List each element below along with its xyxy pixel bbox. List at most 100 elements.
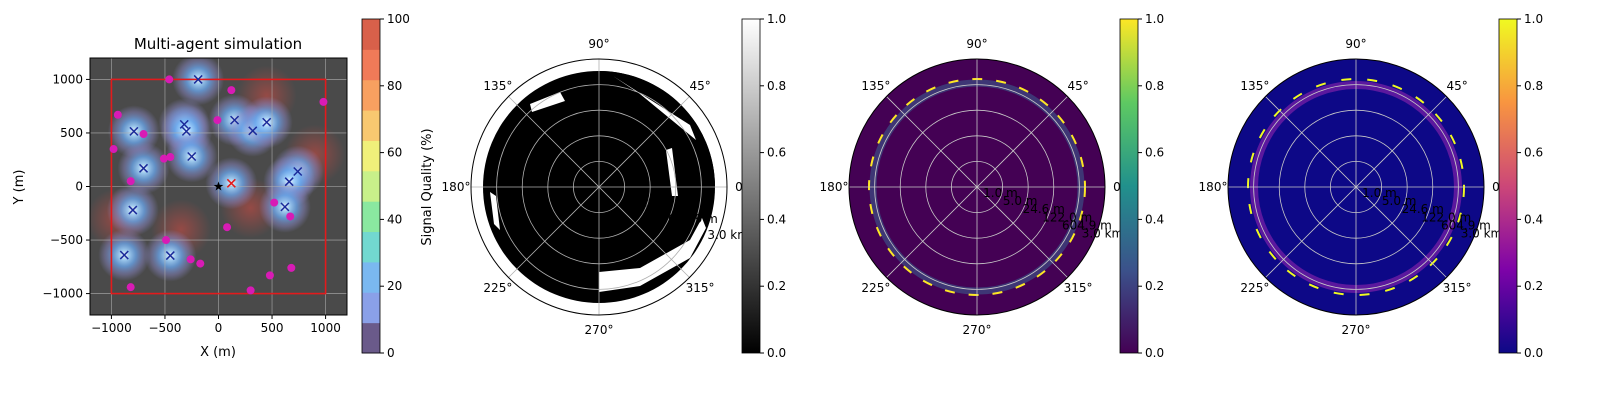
colorbar-level (362, 19, 380, 50)
agent-marker (129, 126, 139, 136)
target-point (109, 145, 118, 154)
y-tick-label: 1000 (52, 72, 83, 86)
colorbar-tick-label: 1.0 (1145, 12, 1164, 26)
target-point (113, 110, 122, 119)
x-tick-label: 500 (261, 321, 284, 335)
target-point (287, 263, 296, 272)
y-tick-label: 0 (75, 180, 83, 194)
radial-label: 122.0 m (1042, 210, 1092, 224)
radial-label: 604.9 m (668, 212, 718, 226)
colorbar-tick-label: 0.8 (1524, 79, 1543, 93)
radial-label: 24.6 m (1402, 202, 1444, 216)
colorbar-level (362, 201, 380, 233)
colorbar-tick-label: 0.4 (1145, 212, 1164, 226)
colorbar-fill (1498, 18, 1518, 354)
polar-plasma-gridlines (1227, 58, 1485, 316)
radial-label: 604.9 m (1062, 219, 1112, 233)
radial-label: 5.0 m (1003, 194, 1038, 208)
polar-gray-panel: 0°45°90°135°180°225°270°315°15.0 m604.9 … (442, 12, 787, 360)
boundary-rectangle (110, 78, 327, 295)
radial-label: 1.0 m (1362, 186, 1397, 200)
plasma-colorbar: 0.0 0.2 0.4 0.6 0.8 1.0 (1498, 12, 1543, 360)
agent-markers (109, 74, 328, 295)
colorbar-tick-label: 0.4 (1524, 212, 1543, 226)
angle-label: 90° (966, 37, 987, 51)
colorbar-tick-label: 0.6 (1145, 146, 1164, 160)
polar-spoke (508, 96, 690, 278)
angle-label: 315° (686, 281, 715, 295)
agent-marker (128, 205, 138, 215)
y-tick-label: −500 (50, 233, 83, 247)
polar-spoke (1265, 96, 1447, 278)
agent-marker (230, 115, 240, 125)
target-point (223, 223, 232, 232)
colorbar-tick-label: 80 (387, 79, 402, 93)
gray-colorbar: 0.0 0.2 0.4 0.6 0.8 1.0 (741, 12, 786, 360)
agent-marker (284, 177, 294, 187)
colorbar-label: Signal Quality (%) (420, 128, 435, 245)
y-axis-label: Y (m) (12, 170, 27, 206)
colorbar-tick-label: 1.0 (767, 12, 786, 26)
agent-marker (248, 126, 258, 136)
colorbar-fill (1119, 18, 1139, 354)
angle-label: 180° (820, 180, 849, 194)
angle-label: 90° (1345, 37, 1366, 51)
x-tick-label: −500 (148, 321, 181, 335)
target-point (319, 97, 328, 106)
coverage-white-band-e (666, 148, 678, 196)
radial-label: 3.0 km (707, 228, 749, 242)
colorbar-tick-label: 0.2 (1524, 279, 1543, 293)
polar-frame (470, 58, 728, 316)
target-point (246, 286, 255, 295)
agent-marker (187, 151, 197, 162)
angle-label: 315° (1443, 281, 1472, 295)
colorbar-tick-label: 0.2 (1145, 279, 1164, 293)
angle-label: 270° (585, 323, 614, 337)
colorbar-level (362, 292, 380, 324)
y-tick-label: 500 (60, 126, 83, 140)
coverage-white-band-w (490, 192, 500, 230)
target-point (196, 259, 205, 268)
radial-label: 122.0 m (1421, 210, 1471, 224)
coverage-white-band-nw (530, 92, 565, 112)
radial-label: 604.9 m (1441, 219, 1491, 233)
coverage-dark-region-ne (599, 71, 715, 187)
angle-label: 135° (861, 79, 890, 93)
colorbar-tick-label: 0.8 (1145, 79, 1164, 93)
y-tick-label: −1000 (42, 287, 83, 301)
angle-label: 90° (588, 37, 609, 51)
highlighted-agent-marker (226, 178, 236, 188)
panel1-ticks: −1000 −500 0 500 1000 −1000 −500 0 500 1000 (42, 72, 340, 335)
angle-label: 225° (483, 281, 512, 295)
radial-label: 15.0 m (629, 196, 671, 210)
x-tick-label: 1000 (310, 321, 341, 335)
colorbar-fill (741, 18, 761, 354)
polar-spoke (886, 96, 1068, 278)
radial-label: 3.0 km (1082, 227, 1124, 241)
angle-label: 135° (483, 79, 512, 93)
multi-agent-panel: Multi-agent simulation −1000 −500 0 500 1000… (12, 12, 435, 360)
target-point (270, 198, 279, 207)
agent-marker (179, 119, 189, 129)
target-point (166, 153, 175, 162)
colorbar-tick-label: 0.6 (1524, 146, 1543, 160)
colorbar-tick-label: 40 (387, 212, 402, 226)
coverage-white-band-se (599, 218, 706, 292)
radial-label: 5.0 m (1382, 194, 1417, 208)
colorbar-tick-label: 0.8 (767, 79, 786, 93)
polar-viridis-labels: 0°45°90°135°180°225°270°315°1.0 m5.0 m24… (820, 37, 1127, 337)
colorbar-tick-label: 0.2 (767, 279, 786, 293)
angle-label: 225° (861, 281, 890, 295)
base-station-star (213, 181, 224, 191)
x-tick-label: 0 (215, 321, 223, 335)
angle-label: 180° (1199, 180, 1228, 194)
x-axis-label: X (m) (200, 345, 236, 360)
angle-label: 45° (1067, 79, 1088, 93)
agent-marker (280, 202, 290, 212)
target-point (186, 255, 195, 264)
angle-label: 45° (1446, 79, 1467, 93)
angle-label: 225° (1240, 281, 1269, 295)
radial-label: 24.6 m (1023, 202, 1065, 216)
colorbar-tick-label: 20 (387, 279, 402, 293)
